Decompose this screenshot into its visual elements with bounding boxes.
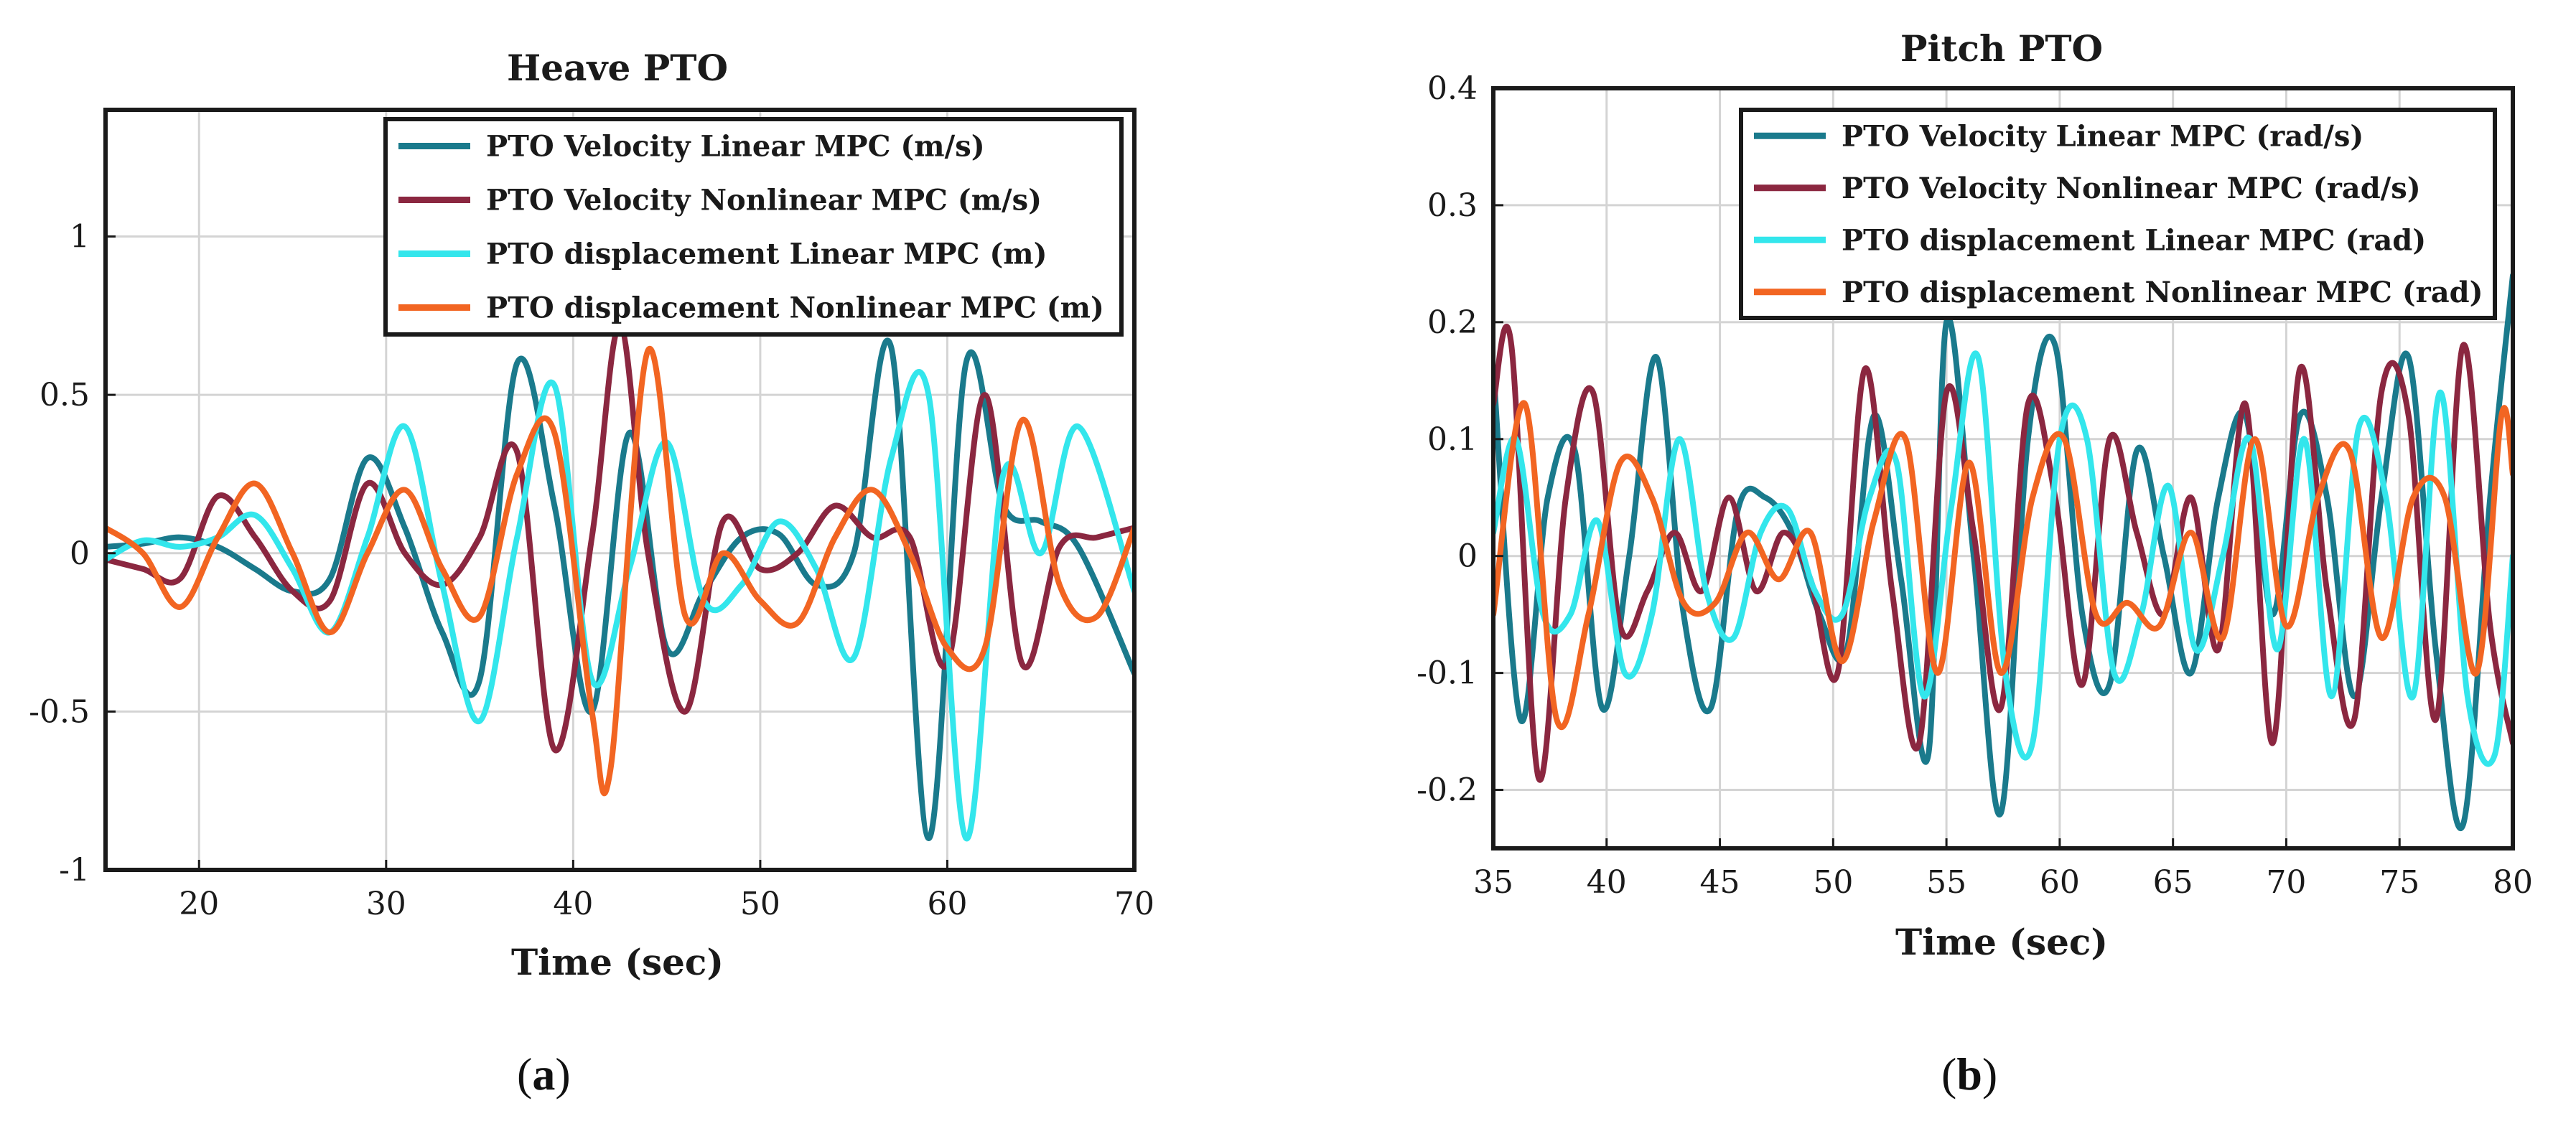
series-layer (1493, 272, 2513, 831)
caption-letter: a (532, 1049, 556, 1100)
legend-label: PTO displacement Linear MPC (rad) (1842, 223, 2426, 257)
x-axis-label: Time (sec) (1895, 921, 2108, 963)
x-tick-label: 65 (2153, 864, 2193, 901)
legend: PTO Velocity Linear MPC (m/s) PTO Velocit… (383, 117, 1124, 337)
y-tick-label: 0.4 (1427, 70, 1478, 107)
legend-label: PTO Velocity Linear MPC (rad/s) (1842, 119, 2363, 153)
y-tick-label: -0.5 (29, 693, 90, 730)
x-tick-label: 60 (927, 886, 967, 922)
x-tick-label: 70 (1114, 886, 1154, 922)
y-tick-label: -1 (59, 852, 90, 889)
x-axis-label: Time (sec) (511, 941, 724, 983)
x-tick-label: 50 (1813, 864, 1853, 901)
caption-a: (a) (517, 1048, 571, 1101)
series-line (1493, 400, 2513, 730)
x-tick-label: 45 (1700, 864, 1740, 901)
x-tick-label: 40 (1587, 864, 1627, 901)
plot-frame (103, 108, 1137, 872)
legend-box (1739, 108, 2497, 320)
caption-close: ) (555, 1049, 571, 1100)
y-tick-label: 1 (70, 219, 90, 256)
tick-labels: 35 40 45 50 55 60 65 70 75 80 -0.2 -0.1 0 0.1 0.2 0.3 0.… (1417, 70, 2533, 901)
series-line (106, 322, 1134, 754)
x-tick-label: 20 (179, 886, 219, 922)
caption-close: ) (1982, 1049, 1998, 1100)
chart-title: Heave PTO (507, 47, 728, 89)
legend-label: PTO displacement Nonlinear MPC (m) (486, 291, 1104, 325)
legend-box (383, 117, 1124, 337)
legend-label: PTO Velocity Nonlinear MPC (rad/s) (1842, 172, 2421, 205)
legend-label: PTO Velocity Nonlinear MPC (m/s) (486, 184, 1042, 217)
y-tick-label: 0.5 (39, 377, 90, 413)
heave-pto-chart: Heave PTO 20 30 40 50 60 70 -1 -0.5 0 0.5 1 Time (… (29, 47, 1154, 983)
caption-b: (b) (1941, 1048, 1997, 1101)
x-tick-label: 35 (1473, 864, 1513, 901)
x-tick-label: 55 (1926, 864, 1966, 901)
caption-letter: b (1956, 1049, 1982, 1100)
x-tick-label: 30 (366, 886, 406, 922)
x-tick-label: 60 (2040, 864, 2080, 901)
x-tick-label: 80 (2493, 864, 2533, 901)
series-line (106, 369, 1134, 841)
series-line (1493, 350, 2513, 767)
legend-label: PTO displacement Linear MPC (m) (486, 238, 1047, 271)
legend-label: PTO Velocity Linear MPC (m/s) (486, 130, 985, 164)
x-tick-label: 70 (2266, 864, 2306, 901)
series-layer (106, 322, 1134, 841)
y-tick-label: -0.1 (1417, 655, 1478, 692)
legend-label: PTO displacement Nonlinear MPC (rad) (1842, 276, 2483, 309)
x-tick-label: 50 (740, 886, 780, 922)
y-tick-label: 0 (1457, 538, 1478, 575)
series-line (1493, 324, 2513, 783)
y-tick-label: 0.1 (1427, 421, 1478, 458)
y-tick-label: 0 (70, 535, 90, 572)
tick-labels: 20 30 40 50 60 70 -1 -0.5 0 0.5 1 (29, 219, 1154, 923)
y-tick-label: 0.2 (1427, 304, 1478, 341)
legend: PTO Velocity Linear MPC (rad/s) PTO Veloc… (1739, 108, 2497, 320)
caption-open: ( (1941, 1049, 1957, 1100)
pitch-pto-chart: Pitch PTO 35 40 45 50 55 60 65 70 75 80 -0.2 -0.1 0 0… (1417, 27, 2533, 963)
chart-title: Pitch PTO (1900, 27, 2103, 70)
x-tick-label: 40 (553, 886, 593, 922)
x-tick-label: 75 (2379, 864, 2419, 901)
caption-open: ( (517, 1049, 533, 1100)
series-line (106, 345, 1134, 797)
y-tick-label: 0.3 (1427, 187, 1478, 224)
plot-frame (1491, 86, 2515, 851)
series-line (1493, 272, 2513, 831)
y-tick-label: -0.2 (1417, 772, 1478, 809)
